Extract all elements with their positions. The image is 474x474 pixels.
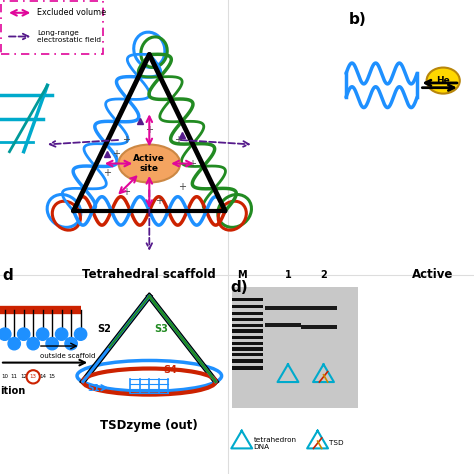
- Circle shape: [36, 328, 49, 340]
- Bar: [232, 366, 263, 370]
- Bar: [232, 336, 263, 339]
- Text: 13: 13: [30, 374, 36, 379]
- Text: 10: 10: [1, 374, 8, 379]
- Text: 11: 11: [11, 374, 18, 379]
- Bar: [232, 305, 263, 308]
- Ellipse shape: [118, 145, 180, 182]
- Bar: [265, 323, 301, 327]
- Bar: [232, 312, 263, 315]
- Text: +: +: [112, 149, 120, 159]
- Text: d): d): [230, 280, 247, 295]
- Bar: [232, 318, 263, 321]
- Text: ition: ition: [0, 386, 25, 396]
- Text: Active: Active: [412, 268, 454, 281]
- Bar: [301, 325, 337, 329]
- Text: 14: 14: [39, 374, 46, 379]
- FancyBboxPatch shape: [1, 1, 103, 54]
- Circle shape: [8, 337, 20, 350]
- Text: M: M: [237, 270, 246, 280]
- Text: tetrahedron
DNA: tetrahedron DNA: [254, 437, 297, 450]
- Text: outside scaffold: outside scaffold: [40, 353, 96, 359]
- Text: d: d: [2, 268, 13, 283]
- Circle shape: [18, 328, 30, 340]
- Text: He: He: [436, 76, 450, 85]
- Text: Active
site: Active site: [133, 154, 165, 173]
- Text: TSDzyme (out): TSDzyme (out): [100, 419, 198, 432]
- Bar: [232, 329, 263, 333]
- Text: TSD: TSD: [329, 440, 344, 446]
- Text: 1: 1: [284, 270, 292, 280]
- Text: S1: S1: [88, 384, 100, 393]
- Text: +: +: [179, 182, 186, 192]
- Text: b): b): [348, 12, 366, 27]
- Text: 2: 2: [320, 270, 327, 280]
- Text: +: +: [174, 135, 182, 145]
- Text: +: +: [155, 196, 163, 207]
- Bar: [232, 298, 263, 301]
- Text: S4: S4: [164, 365, 177, 375]
- Text: S3: S3: [154, 324, 168, 335]
- Text: 15: 15: [49, 374, 55, 379]
- Text: +: +: [122, 187, 129, 197]
- Text: +: +: [122, 135, 129, 145]
- Text: Excluded volume: Excluded volume: [37, 9, 106, 17]
- Circle shape: [46, 337, 58, 350]
- Bar: [232, 353, 263, 356]
- Bar: [232, 347, 263, 351]
- Circle shape: [0, 328, 11, 340]
- Bar: [265, 306, 301, 310]
- Circle shape: [55, 328, 68, 340]
- Text: Long-range
electrostatic field: Long-range electrostatic field: [37, 30, 101, 43]
- Ellipse shape: [427, 68, 460, 94]
- Text: +: +: [146, 125, 153, 136]
- Bar: [232, 287, 358, 408]
- Text: 12: 12: [20, 374, 27, 379]
- Circle shape: [65, 337, 77, 350]
- Circle shape: [74, 328, 87, 340]
- Bar: [232, 324, 263, 327]
- Bar: [232, 359, 263, 363]
- Circle shape: [27, 337, 39, 350]
- Text: +: +: [188, 158, 196, 169]
- Text: Tetrahedral scaffold: Tetrahedral scaffold: [82, 268, 216, 281]
- Text: S2: S2: [97, 324, 111, 335]
- Text: +: +: [103, 168, 110, 178]
- Bar: [232, 342, 263, 345]
- Bar: [301, 306, 337, 310]
